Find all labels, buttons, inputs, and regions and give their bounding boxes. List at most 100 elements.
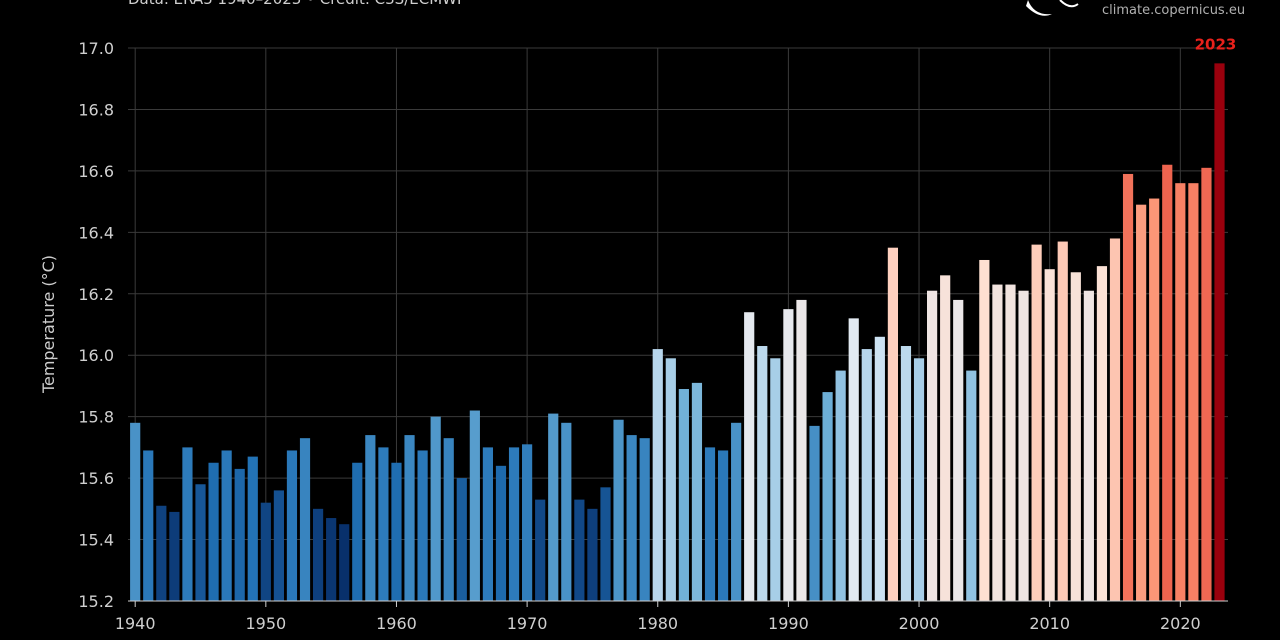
bar-1994 (835, 370, 846, 601)
bars (130, 63, 1225, 602)
bar-2000 (913, 358, 925, 601)
axes: 15.2 15.4 15.6 15.8 16.0 16.2 16.4 16.6 16.8 17.0… (78, 35, 1236, 633)
y-axis-title: Temperature (°C) (39, 255, 58, 394)
x-tick-label: 1960 (376, 614, 417, 633)
bar-2017 (1136, 204, 1147, 601)
bar-2003 (953, 299, 964, 601)
bar-1953 (299, 438, 311, 601)
bar-1984 (704, 447, 716, 601)
bar-1979 (639, 438, 650, 601)
bar-2002 (940, 275, 951, 601)
bar-2006 (992, 284, 1003, 601)
bar-1964 (443, 438, 454, 601)
bar-1968 (495, 465, 507, 601)
bar-2020 (1175, 183, 1186, 601)
x-tick-label: 1990 (768, 614, 809, 633)
bar-2005 (979, 259, 990, 601)
bar-2007 (1005, 284, 1016, 601)
bar-1970 (522, 444, 533, 601)
bar-1942 (156, 505, 167, 601)
bar-1969 (508, 447, 520, 601)
bar-2008 (1018, 290, 1029, 601)
bar-1987 (744, 312, 755, 601)
y-tick-label: 16.8 (78, 100, 114, 119)
bar-1974 (574, 499, 585, 601)
bar-1992 (809, 425, 820, 601)
bar-1961 (404, 435, 415, 601)
bar-2010 (1044, 269, 1055, 601)
bar-1949 (247, 456, 258, 601)
bar-1956 (339, 524, 350, 601)
bar-1966 (469, 410, 480, 601)
bar-2001 (927, 290, 938, 601)
bar-1997 (874, 336, 885, 601)
bar-1954 (312, 508, 324, 601)
bar-1957 (352, 462, 363, 601)
bar-1941 (143, 450, 154, 601)
copernicus-website[interactable]: climate.copernicus.eu (1102, 3, 1246, 18)
y-tick-label: 17.0 (78, 39, 114, 58)
credit-line: Data: ERA5 1940–2023 • Credit: C3S/ECMWF (128, 0, 466, 8)
y-tick-label: 16.0 (78, 346, 114, 365)
bar-1995 (848, 318, 859, 601)
y-tick-label: 15.6 (78, 469, 114, 488)
bar-1980 (652, 349, 663, 601)
bar-1959 (378, 447, 389, 601)
bar-1998 (887, 247, 898, 601)
bar-1972 (548, 413, 559, 601)
bar-2022 (1201, 167, 1212, 601)
bar-1975 (587, 508, 598, 601)
x-tick-label: 2010 (1029, 614, 1070, 633)
x-tick-label: 1980 (637, 614, 678, 633)
bar-1960 (391, 462, 402, 601)
bar-2019 (1162, 164, 1173, 602)
bar-1991 (796, 299, 807, 601)
bar-1967 (482, 447, 494, 601)
y-tick-label: 15.8 (78, 408, 114, 427)
y-tick-label: 15.2 (78, 592, 114, 611)
bar-1940 (130, 422, 141, 601)
y-tick-label: 16.4 (78, 223, 114, 242)
bar-1976 (600, 487, 611, 601)
bar-1971 (535, 499, 546, 601)
bar-2023 (1214, 63, 1225, 602)
x-tick-label: 2000 (899, 614, 940, 633)
x-tick-label: 1950 (245, 614, 286, 633)
bar-1988 (757, 346, 768, 601)
bar-1983 (691, 382, 703, 601)
bar-2016 (1122, 173, 1134, 601)
bar-2013 (1083, 290, 1094, 601)
x-tick-label: 1940 (115, 614, 156, 633)
bar-2012 (1070, 272, 1081, 601)
bar-1985 (717, 450, 729, 601)
bar-1946 (208, 462, 219, 601)
bar-1973 (561, 422, 572, 601)
bar-1945 (195, 484, 206, 601)
bar-1982 (678, 389, 689, 601)
bar-2015 (1109, 238, 1121, 602)
bar-2004 (966, 370, 977, 601)
bar-1962 (417, 450, 428, 601)
bar-1952 (286, 450, 298, 601)
bar-1999 (900, 346, 912, 601)
x-tick-label: 2020 (1160, 614, 1201, 633)
bar-2021 (1188, 183, 1199, 601)
bar-1990 (783, 309, 794, 601)
bar-1993 (822, 392, 833, 601)
y-tick-label: 16.2 (78, 285, 114, 304)
x-tick-label: 1970 (507, 614, 548, 633)
bar-1981 (665, 358, 676, 601)
bar-1989 (770, 358, 781, 601)
copernicus-logo-icon (1026, 0, 1079, 16)
bar-1947 (221, 450, 232, 601)
bar-1943 (169, 511, 180, 601)
bar-1965 (456, 478, 467, 601)
bar-1986 (731, 422, 742, 601)
bar-1955 (326, 518, 337, 601)
bar-1977 (613, 419, 624, 601)
bar-1944 (182, 447, 193, 601)
bar-1951 (273, 490, 284, 601)
bar-2009 (1031, 244, 1042, 601)
bar-1950 (260, 502, 271, 601)
